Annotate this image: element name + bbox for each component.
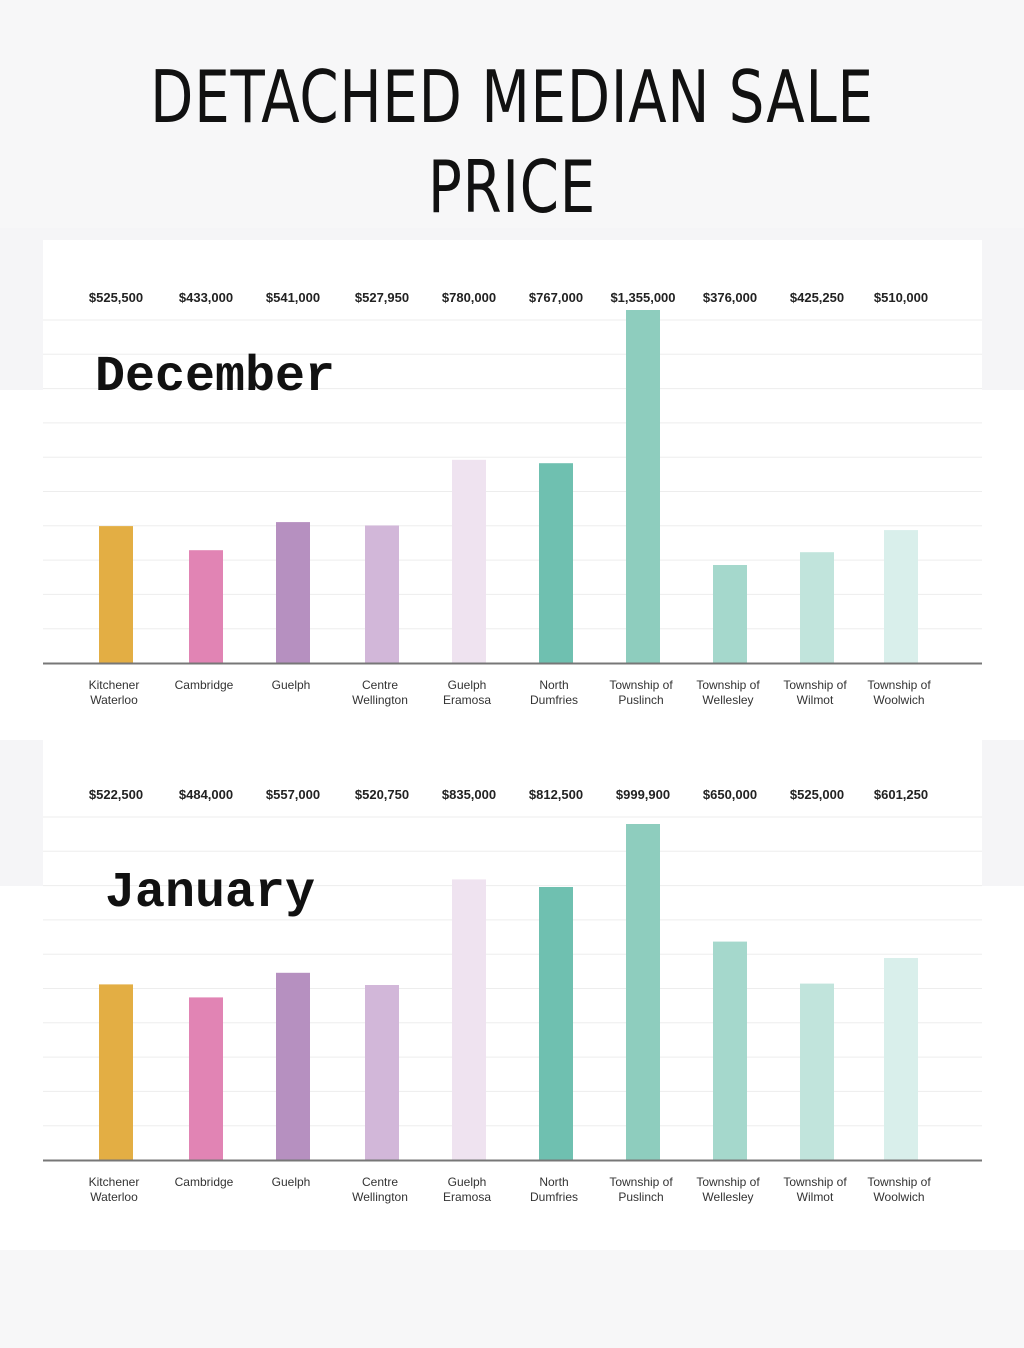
december-bar — [365, 525, 399, 663]
january-category-label: Township of — [783, 1175, 847, 1189]
december-bar — [452, 459, 486, 663]
january-bar — [365, 985, 399, 1160]
january-category-label: Wilmot — [797, 1190, 834, 1204]
january-panel-upper — [43, 740, 982, 888]
december-category-label: Centre — [362, 678, 398, 692]
january-bar — [276, 972, 310, 1160]
january-category-label: North — [539, 1175, 568, 1189]
december-panel-lower — [0, 390, 1024, 740]
december-bar — [884, 530, 918, 663]
january-value-label: $520,750 — [355, 787, 409, 802]
january-category-label: Township of — [867, 1175, 931, 1189]
december-category-label: North — [539, 678, 568, 692]
december-category-label: Waterloo — [90, 693, 138, 707]
december-bar — [626, 310, 660, 663]
december-category-label: Wellesley — [702, 693, 753, 707]
january-bar — [884, 958, 918, 1160]
december-value-label: $510,000 — [874, 290, 928, 305]
january-panel-lower — [0, 886, 1024, 1250]
december-value-label: $780,000 — [442, 290, 496, 305]
january-bar — [189, 997, 223, 1160]
december-bar — [539, 463, 573, 663]
december-bar — [189, 550, 223, 663]
december-category-label: Kitchener — [89, 678, 140, 692]
january-bar — [99, 984, 133, 1160]
january-category-label: Puslinch — [618, 1190, 663, 1204]
december-category-label: Eramosa — [443, 693, 491, 707]
january-category-label: Guelph — [272, 1175, 311, 1189]
december-value-label: $541,000 — [266, 290, 320, 305]
january-value-label: $522,500 — [89, 787, 143, 802]
january-category-label: Dumfries — [530, 1190, 578, 1204]
january-category-label: Wellesley — [702, 1190, 753, 1204]
january-value-label: $601,250 — [874, 787, 928, 802]
january-category-label: Waterloo — [90, 1190, 138, 1204]
title-band — [0, 0, 1024, 228]
december-category-label: Guelph — [448, 678, 487, 692]
december-category-label: Township of — [696, 678, 760, 692]
december-value-label: $767,000 — [529, 290, 583, 305]
january-category-label: Township of — [609, 1175, 673, 1189]
december-category-label: Township of — [609, 678, 673, 692]
december-category-label: Township of — [867, 678, 931, 692]
december-category-label: Puslinch — [618, 693, 663, 707]
january-value-label: $999,900 — [616, 787, 670, 802]
january-value-label: $484,000 — [179, 787, 233, 802]
january-category-label: Cambridge — [175, 1175, 234, 1189]
december-category-label: Guelph — [272, 678, 311, 692]
january-bar — [539, 887, 573, 1160]
january-category-label: Wellington — [352, 1190, 408, 1204]
bottom-band — [0, 1250, 1024, 1348]
january-category-label: Kitchener — [89, 1175, 140, 1189]
january-label: January — [105, 865, 316, 922]
january-category-label: Township of — [696, 1175, 760, 1189]
january-value-label: $650,000 — [703, 787, 757, 802]
page-title: DETACHED MEDIAN SALE PRICE — [150, 55, 874, 229]
january-category-label: Guelph — [448, 1175, 487, 1189]
january-value-label: $812,500 — [529, 787, 583, 802]
december-category-label: Dumfries — [530, 693, 578, 707]
january-value-label: $835,000 — [442, 787, 496, 802]
december-category-label: Woolwich — [873, 693, 924, 707]
december-value-label: $425,250 — [790, 290, 844, 305]
december-category-label: Wilmot — [797, 693, 834, 707]
december-category-label: Wellington — [352, 693, 408, 707]
january-category-label: Centre — [362, 1175, 398, 1189]
december-panel-upper — [43, 240, 982, 392]
december-value-label: $525,500 — [89, 290, 143, 305]
january-value-label: $557,000 — [266, 787, 320, 802]
december-value-label: $527,950 — [355, 290, 409, 305]
december-bar — [800, 552, 834, 663]
january-category-label: Eramosa — [443, 1190, 491, 1204]
december-bar — [276, 522, 310, 663]
december-category-label: Township of — [783, 678, 847, 692]
january-category-label: Woolwich — [873, 1190, 924, 1204]
december-category-label: Cambridge — [175, 678, 234, 692]
december-value-label: $376,000 — [703, 290, 757, 305]
december-label: December — [95, 349, 336, 406]
december-bar — [99, 526, 133, 663]
january-bar — [626, 824, 660, 1160]
december-bar — [713, 565, 747, 663]
december-value-label: $433,000 — [179, 290, 233, 305]
january-bar — [452, 879, 486, 1160]
december-value-label: $1,355,000 — [610, 290, 675, 305]
january-bar — [800, 983, 834, 1160]
january-bar — [713, 941, 747, 1160]
january-value-label: $525,000 — [790, 787, 844, 802]
